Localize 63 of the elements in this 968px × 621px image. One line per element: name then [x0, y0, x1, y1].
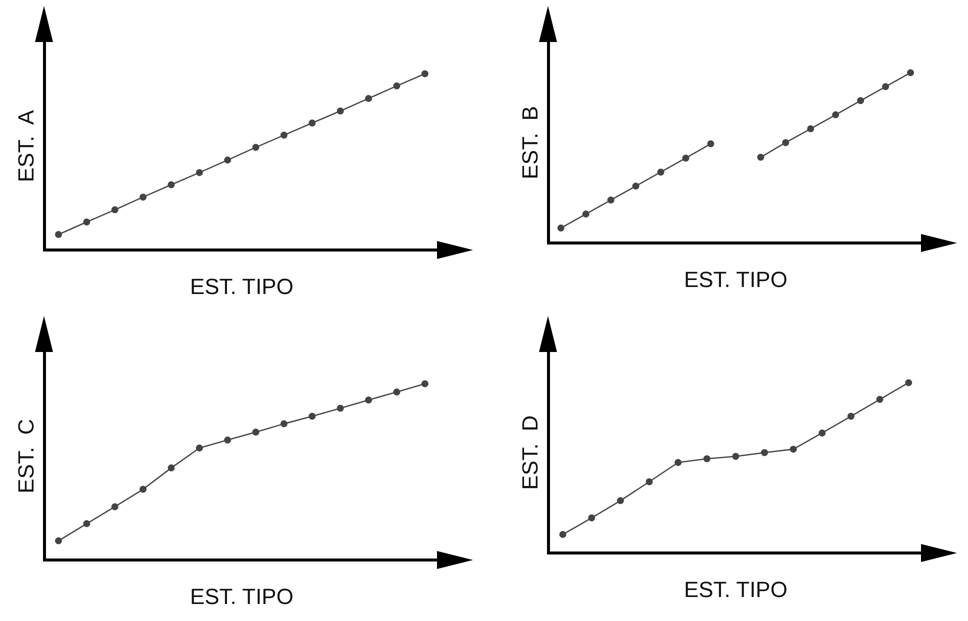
y-axis-title: EST. C [13, 418, 38, 494]
point [882, 83, 890, 90]
point [336, 404, 344, 412]
point [905, 379, 912, 386]
point [707, 140, 714, 148]
point [682, 154, 690, 162]
y-axis-title: EST. B [517, 106, 542, 180]
point [674, 458, 682, 466]
point [588, 514, 596, 522]
point [761, 449, 768, 456]
point [168, 464, 175, 472]
point [607, 196, 614, 204]
x-axis-title: EST. TIPO [190, 274, 294, 299]
point [365, 396, 372, 404]
point [847, 412, 854, 420]
y-axis-title: EST. D [517, 415, 542, 490]
point [196, 444, 203, 452]
point [54, 230, 62, 238]
point [657, 168, 664, 176]
point [140, 486, 147, 493]
point [252, 428, 260, 436]
point [646, 478, 653, 486]
point [732, 452, 740, 460]
point [907, 69, 914, 76]
point [559, 530, 566, 538]
point [111, 206, 118, 214]
point [818, 429, 826, 436]
point [83, 520, 90, 528]
point [832, 111, 840, 118]
point [790, 446, 797, 453]
point [196, 169, 203, 176]
point [393, 82, 400, 90]
point [616, 497, 624, 504]
point [224, 436, 232, 444]
point [807, 125, 814, 132]
point [224, 156, 232, 164]
point [876, 396, 884, 403]
point [557, 224, 564, 232]
point [168, 181, 175, 188]
x-axis-title: EST. TIPO [684, 266, 788, 292]
point [308, 412, 316, 420]
y-axis-title: EST. A [13, 110, 38, 182]
point [421, 380, 428, 388]
point [782, 139, 790, 146]
point [365, 94, 372, 102]
point [757, 154, 764, 161]
point [111, 503, 118, 510]
point [582, 210, 590, 218]
point [308, 119, 316, 126]
point [280, 420, 288, 428]
point [857, 97, 864, 104]
x-axis-title: EST. TIPO [190, 584, 294, 609]
point [140, 194, 147, 201]
point [54, 537, 62, 544]
point [393, 388, 400, 396]
x-axis-title: EST. TIPO [684, 576, 788, 602]
point [632, 182, 640, 190]
point [83, 218, 90, 226]
point [252, 144, 260, 151]
point [703, 455, 710, 462]
point [280, 132, 288, 139]
point [336, 107, 344, 114]
point [421, 70, 428, 78]
